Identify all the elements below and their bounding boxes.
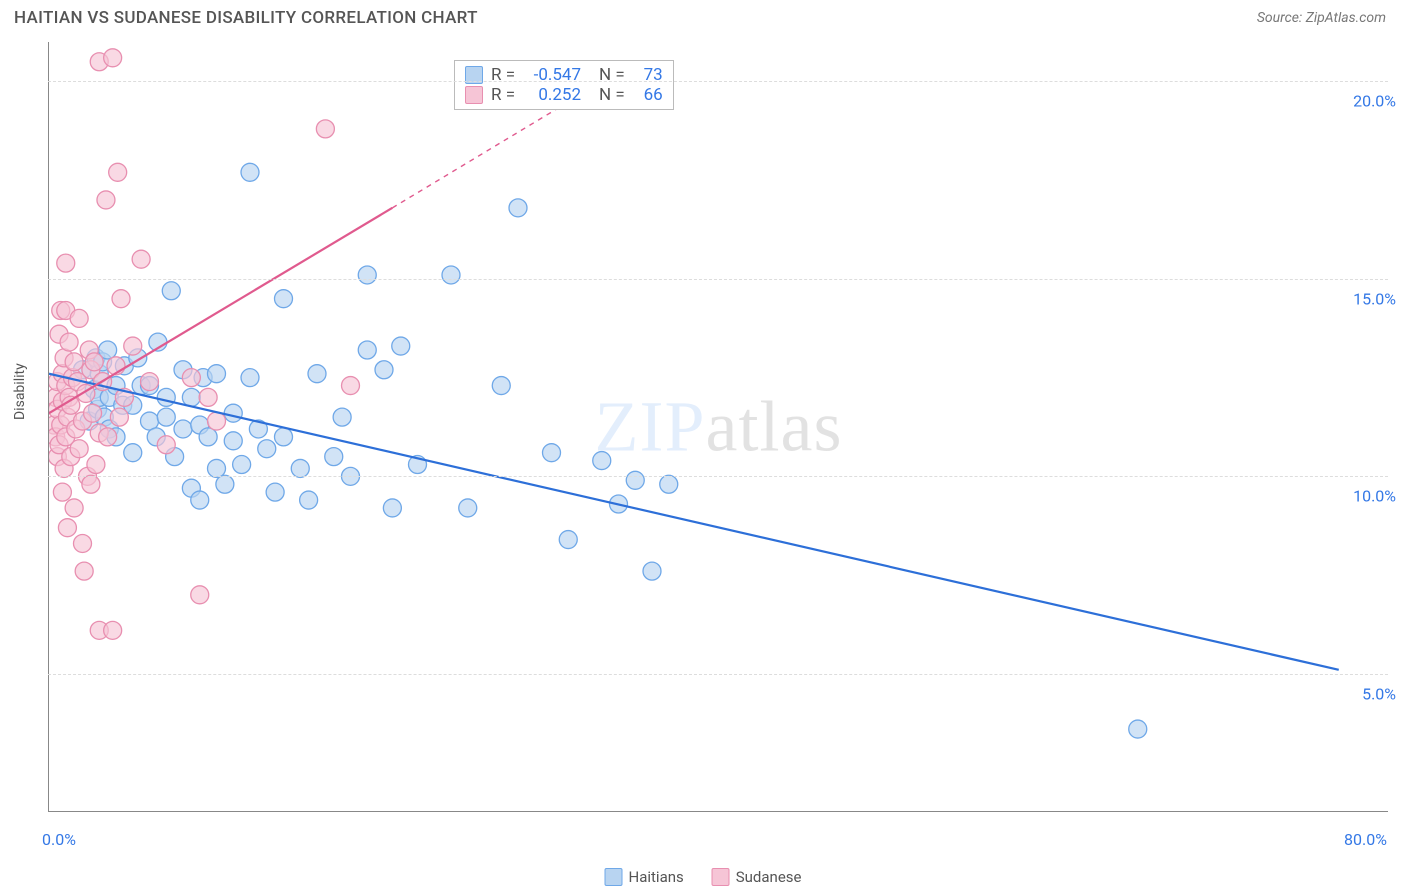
y-tick-label: 15.0% xyxy=(1353,289,1396,308)
gridline-h xyxy=(48,674,1388,675)
gridline-h xyxy=(48,81,1388,82)
swatch-haitians-legend xyxy=(605,868,623,886)
stats-row-sudanese: R =0.252 N =66 xyxy=(465,85,663,105)
source-label: Source: ZipAtlas.com xyxy=(1257,10,1386,26)
legend-item-sudanese: Sudanese xyxy=(712,868,802,886)
chart-area: ZIPatlas xyxy=(48,42,1388,812)
y-axis-label: Disability xyxy=(12,363,28,420)
scatter-svg xyxy=(49,42,1389,812)
legend-item-haitians: Haitians xyxy=(605,868,684,886)
x-tick-label: 80.0% xyxy=(1344,830,1387,849)
plot-region: ZIPatlas xyxy=(48,42,1388,812)
y-tick-label: 10.0% xyxy=(1353,487,1396,506)
gridline-h xyxy=(48,476,1388,477)
swatch-sudanese xyxy=(465,86,483,104)
gridline-h xyxy=(48,279,1388,280)
y-tick-label: 5.0% xyxy=(1362,684,1396,703)
swatch-sudanese-legend xyxy=(712,868,730,886)
y-tick-label: 20.0% xyxy=(1353,92,1396,111)
chart-title: HAITIAN VS SUDANESE DISABILITY CORRELATI… xyxy=(14,8,478,28)
x-tick-label: 0.0% xyxy=(42,830,76,849)
stats-legend-box: R =-0.547 N =73 R =0.252 N =66 xyxy=(454,60,674,110)
legend-bottom: Haitians Sudanese xyxy=(605,868,802,886)
